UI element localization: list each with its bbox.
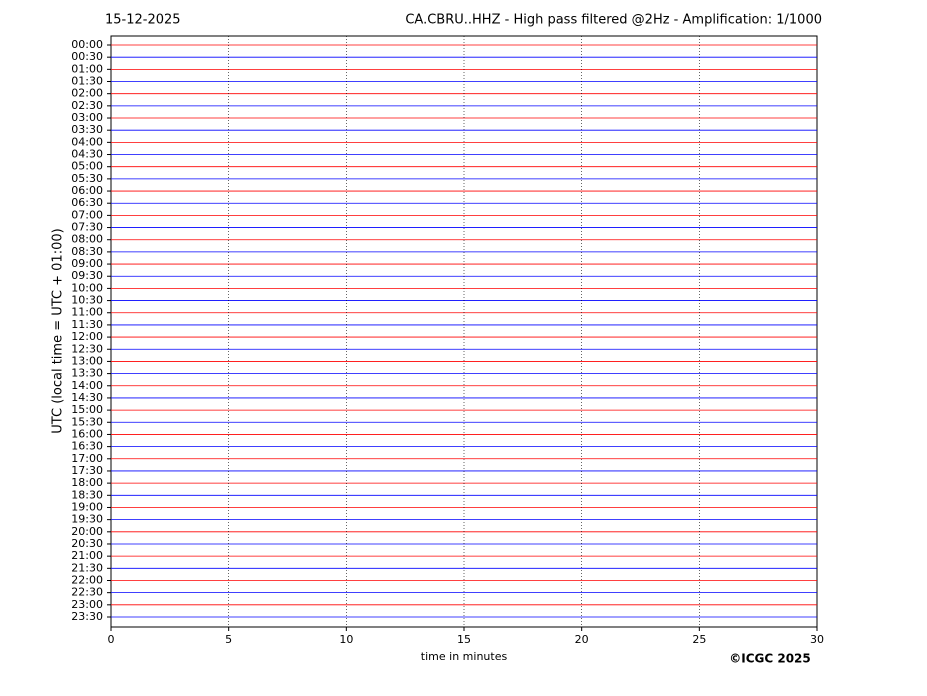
y-tick-label: 21:00 [71,549,103,562]
y-tick-label: 17:30 [71,464,103,477]
copyright: ©ICGC 2025 [729,652,811,666]
y-tick-label: 03:00 [71,111,103,124]
y-tick-label: 13:00 [71,354,103,367]
chart-subtitle: CA.CBRU..HHZ - High pass filtered @2Hz -… [405,13,822,28]
x-tick-label: 10 [339,633,353,646]
y-tick-label: 02:30 [71,99,103,112]
y-tick-label: 14:30 [71,391,103,404]
y-tick-label: 00:00 [71,38,103,51]
y-tick-label: 01:00 [71,62,103,75]
y-tick-label: 20:30 [71,537,103,550]
y-tick-label: 23:30 [71,610,103,623]
y-tick-label: 09:00 [71,257,103,270]
y-tick-label: 08:00 [71,233,103,246]
y-tick-label: 16:30 [71,440,103,453]
y-tick-label: 10:30 [71,294,103,307]
y-tick-label: 22:30 [71,586,103,599]
y-axis-label: UTC (local time = UTC + 01:00) [51,228,66,433]
y-tick-label: 15:00 [71,403,103,416]
y-tick-label: 19:30 [71,513,103,526]
y-tick-label: 15:30 [71,415,103,428]
y-tick-label: 23:00 [71,598,103,611]
y-tick-label: 08:30 [71,245,103,258]
y-tick-label: 11:30 [71,318,103,331]
chart-title: 15-12-2025 [105,13,181,28]
y-tick-label: 05:00 [71,160,103,173]
y-tick-label: 06:30 [71,196,103,209]
y-tick-label: 06:00 [71,184,103,197]
y-tick-label: 09:30 [71,269,103,282]
y-tick-label: 13:30 [71,367,103,380]
y-tick-label: 20:00 [71,525,103,538]
x-tick-label: 30 [810,633,824,646]
y-tick-label: 07:30 [71,221,103,234]
x-tick-label: 0 [108,633,115,646]
y-tick-label: 14:00 [71,379,103,392]
y-tick-label: 21:30 [71,561,103,574]
y-tick-label: 01:30 [71,75,103,88]
y-tick-label: 19:00 [71,500,103,513]
x-axis-label: time in minutes [421,650,508,663]
y-tick-label: 03:30 [71,123,103,136]
y-tick-label: 07:00 [71,208,103,221]
y-tick-label: 04:00 [71,135,103,148]
y-tick-label: 10:00 [71,281,103,294]
plot-frame [110,35,818,628]
y-tick-label: 05:30 [71,172,103,185]
y-tick-label: 18:30 [71,488,103,501]
y-tick-label: 22:00 [71,573,103,586]
y-tick-label: 12:00 [71,330,103,343]
y-tick-label: 17:00 [71,452,103,465]
y-tick-label: 02:00 [71,87,103,100]
y-tick-label: 18:00 [71,476,103,489]
y-tick-label: 12:30 [71,342,103,355]
y-tick-label: 04:30 [71,148,103,161]
y-tick-label: 16:00 [71,427,103,440]
y-tick-label: 00:30 [71,50,103,63]
x-tick-label: 15 [457,633,471,646]
x-tick-label: 5 [225,633,232,646]
x-tick-label: 20 [575,633,589,646]
x-tick-label: 25 [692,633,706,646]
y-tick-label: 11:00 [71,306,103,319]
